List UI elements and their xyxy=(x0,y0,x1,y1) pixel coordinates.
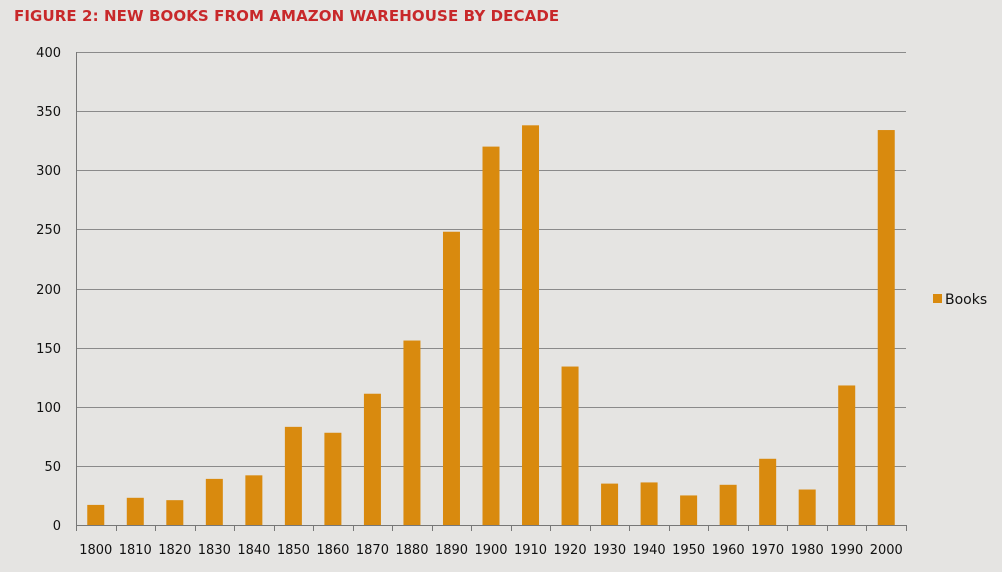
axes xyxy=(76,52,907,531)
y-tick-label-200: 200 xyxy=(36,283,61,298)
y-tick-label-300: 300 xyxy=(36,164,61,179)
bars xyxy=(87,125,895,526)
bar-1980 xyxy=(798,489,816,525)
x-tick-label-1870: 1870 xyxy=(356,543,389,558)
legend: Books xyxy=(933,292,987,308)
x-tick-label-1980: 1980 xyxy=(791,543,824,558)
x-tick-label-1860: 1860 xyxy=(316,543,349,558)
y-axis-tick-labels: 0 50 100 150 200 250 300 350 400 xyxy=(36,46,61,534)
x-tick-label-1830: 1830 xyxy=(198,543,231,558)
y-tick-label-50: 50 xyxy=(44,460,61,475)
legend-swatch-books xyxy=(933,294,942,303)
bar-1820 xyxy=(166,500,184,525)
x-tick-label-1940: 1940 xyxy=(633,543,666,558)
legend-label-books: Books xyxy=(945,292,987,308)
bar-1990 xyxy=(838,385,856,525)
bar-1840 xyxy=(245,475,263,525)
x-tick-label-1960: 1960 xyxy=(712,543,745,558)
x-tick-label-1920: 1920 xyxy=(554,543,587,558)
x-tick-label-1970: 1970 xyxy=(751,543,784,558)
x-tick-label-1950: 1950 xyxy=(672,543,705,558)
x-tick-label-1900: 1900 xyxy=(474,543,507,558)
bar-1830 xyxy=(205,478,223,525)
bar-1890 xyxy=(442,231,460,526)
bar-1960 xyxy=(719,484,737,525)
x-tick-label-1910: 1910 xyxy=(514,543,547,558)
x-tick-label-1930: 1930 xyxy=(593,543,626,558)
y-tick-label-100: 100 xyxy=(36,401,61,416)
y-tick-label-0: 0 xyxy=(53,519,61,534)
bar-2000 xyxy=(877,130,895,526)
x-axis-tick-labels: 1800 1810 1820 1830 1840 1850 1860 1870 1880 1890… xyxy=(79,543,903,558)
bar-1950 xyxy=(680,495,698,525)
bar-1910 xyxy=(522,125,540,525)
x-tick-label-1800: 1800 xyxy=(79,543,112,558)
x-tick-label-1840: 1840 xyxy=(237,543,270,558)
y-tick-label-250: 250 xyxy=(36,223,61,238)
bar-1920 xyxy=(561,366,579,525)
x-tick-label-1890: 1890 xyxy=(435,543,468,558)
y-tick-label-150: 150 xyxy=(36,342,61,357)
x-tick-label-1850: 1850 xyxy=(277,543,310,558)
bar-1800 xyxy=(87,504,105,525)
x-tick-label-1810: 1810 xyxy=(119,543,152,558)
bar-1880 xyxy=(403,340,421,525)
bar-1810 xyxy=(126,497,144,525)
bar-1970 xyxy=(759,458,777,525)
bar-1930 xyxy=(601,483,619,525)
chart-title: FIGURE 2: NEW BOOKS FROM AMAZON WAREHOUS… xyxy=(14,7,560,25)
x-tick-label-1820: 1820 xyxy=(158,543,191,558)
x-tick-label-2000: 2000 xyxy=(870,543,903,558)
bar-1860 xyxy=(324,432,342,525)
bar-1900 xyxy=(482,146,500,525)
y-tick-label-350: 350 xyxy=(36,105,61,120)
bar-1850 xyxy=(284,426,302,525)
bar-1940 xyxy=(640,482,658,525)
y-tick-label-400: 400 xyxy=(36,46,61,61)
x-tick-label-1880: 1880 xyxy=(395,543,428,558)
bar-1870 xyxy=(363,393,381,525)
x-tick-label-1990: 1990 xyxy=(830,543,863,558)
